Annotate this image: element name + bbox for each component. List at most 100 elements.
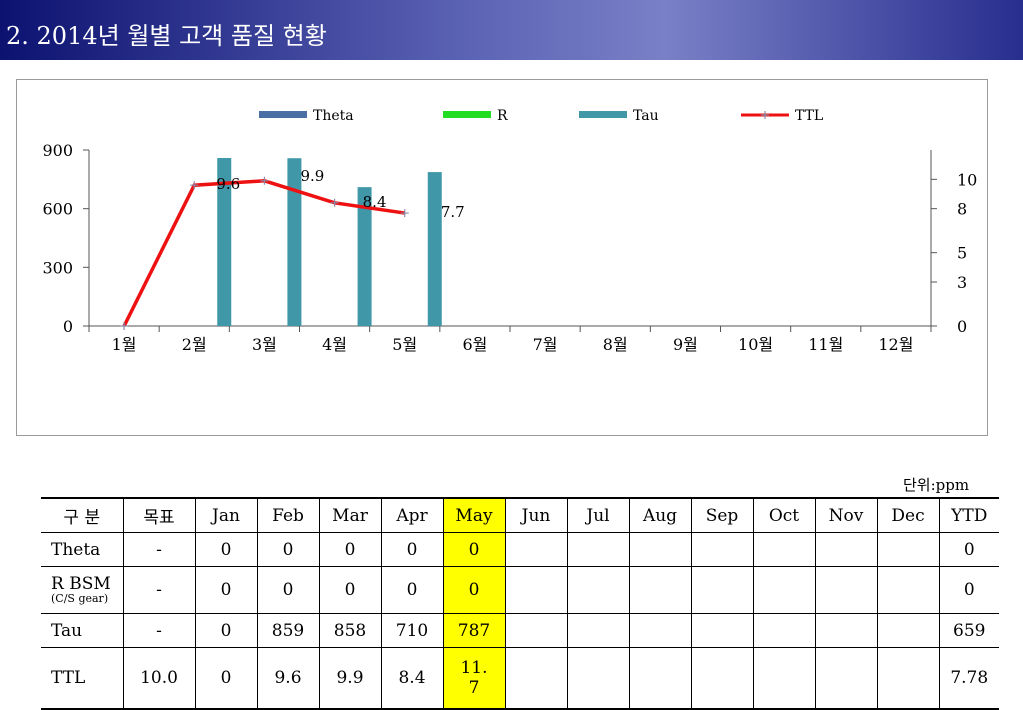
table-cell <box>752 647 816 710</box>
table-header-cell: Feb <box>256 497 320 533</box>
row-label-cell: R BSM (C/S gear) <box>41 566 124 614</box>
unit-label: 단위:ppm <box>903 476 970 494</box>
table-cell: 859 <box>256 613 320 648</box>
table-header-cell: Oct <box>752 497 816 533</box>
table-cell: 787 <box>442 613 506 648</box>
x-tick-label: 11월 <box>808 335 843 354</box>
bar-tau <box>427 172 442 326</box>
table-header-row: 구 분 목표 Jan Feb Mar Apr May Jun Jul Aug Sep Oct Nov De… <box>41 497 999 533</box>
ytd-cell: 0 <box>938 532 999 567</box>
x-tick-label: 2월 <box>182 335 207 354</box>
ytd-cell: 659 <box>938 613 999 648</box>
row-label-cell: Theta <box>41 532 124 567</box>
slide-title: 2. 2014년 월별 고객 품질 현황 <box>6 22 327 50</box>
row-label-cell: TTL <box>41 647 124 710</box>
table-header-cell: Nov <box>814 497 878 533</box>
line-point <box>330 198 339 207</box>
table-header-cell: Sep <box>690 497 754 533</box>
line-point <box>400 209 409 218</box>
table-cell <box>504 647 568 710</box>
table-cell <box>566 613 630 648</box>
table-cell: 0 <box>318 532 382 567</box>
table-header-cell: 구 분 <box>41 497 124 533</box>
table-header-cell: Jul <box>566 497 630 533</box>
table-header-cell: Aug <box>628 497 692 533</box>
data-label: 8.4 <box>363 193 387 211</box>
table-row: TTL 10.0 0 9.6 9.9 8.4 11. 7 7.78 <box>41 647 999 710</box>
y-right-tick-label: 0 <box>957 317 967 336</box>
chart-panel: 0 300 600 900 0 3 5 8 10 1월 2월 3월 4월 5월 6월 7월 8월 9월 10월 11월… <box>16 79 988 436</box>
line-point <box>260 176 269 185</box>
table-cell <box>876 647 940 710</box>
table-header-cell: Jun <box>504 497 568 533</box>
legend-swatch-r <box>443 111 491 118</box>
data-label: 9.6 <box>216 175 240 193</box>
row-sublabel: (C/S gear) <box>51 592 109 605</box>
table-header-cell: Jan <box>194 497 258 533</box>
table-cell: 0 <box>442 532 506 567</box>
legend-swatch-tau <box>579 111 627 118</box>
row-label-cell: Tau <box>41 613 124 648</box>
legend-swatch-theta <box>259 111 307 118</box>
x-tick-label: 6월 <box>462 335 487 354</box>
table-cell: 11. 7 <box>442 647 506 710</box>
line-point <box>120 322 129 330</box>
combo-chart: 0 300 600 900 0 3 5 8 10 1월 2월 3월 4월 5월 6월 7월 8월 9월 10월 11월… <box>42 108 977 354</box>
table-cell <box>876 532 940 567</box>
bar-tau <box>287 158 302 326</box>
row-label: Tau <box>51 620 83 641</box>
y-right-tick-label: 5 <box>957 244 967 263</box>
table-cell: 10.0 <box>122 647 196 710</box>
table-cell <box>504 532 568 567</box>
table-cell <box>504 566 568 614</box>
table-row: Tau -0 859 858 710 787 659 <box>41 613 999 648</box>
table-cell: 0 <box>380 532 444 567</box>
legend-marker <box>761 111 769 119</box>
table-cell <box>504 613 568 648</box>
ytd-cell: 7.78 <box>938 647 999 710</box>
table-cell: 8.4 <box>380 647 444 710</box>
table-cell <box>566 566 630 614</box>
y-left-tick-label: 900 <box>42 141 73 160</box>
table-cell: 9.6 <box>256 647 320 710</box>
table-cell <box>628 647 692 710</box>
table-header-cell: Dec <box>876 497 940 533</box>
table-cell: - <box>122 613 196 648</box>
table-header-cell: 목표 <box>122 497 196 533</box>
table-cell <box>876 566 940 614</box>
x-tick-label: 7월 <box>533 335 558 354</box>
table-cell: 0 <box>380 566 444 614</box>
table-cell <box>752 532 816 567</box>
table-cell: 0 <box>256 532 320 567</box>
y-left-tick-label: 300 <box>42 258 73 277</box>
table-cell <box>628 532 692 567</box>
x-tick-label: 1월 <box>112 335 137 354</box>
table-cell: 0 <box>194 532 258 567</box>
table-cell <box>690 613 754 648</box>
bar-tau <box>357 187 372 326</box>
row-label: TTL <box>51 668 86 688</box>
x-tick-label: 10월 <box>738 335 773 354</box>
table-cell: 0 <box>194 647 258 710</box>
y-right-tick-label: 8 <box>957 200 967 219</box>
data-label: 7.7 <box>441 203 465 221</box>
y-right-tick-label: 3 <box>957 273 967 292</box>
y-right-tick-label: 10 <box>957 170 977 189</box>
y-left-tick-label: 0 <box>63 317 73 336</box>
table-header-cell: May <box>442 497 506 533</box>
table-cell <box>566 647 630 710</box>
ytd-cell: 0 <box>938 566 999 614</box>
table-cell: 858 <box>318 613 382 648</box>
data-label: 9.9 <box>300 167 324 185</box>
x-tick-label: 9월 <box>673 335 698 354</box>
table-cell <box>814 566 878 614</box>
row-label: Theta <box>51 539 101 560</box>
slide-header: 2. 2014년 월별 고객 품질 현황 <box>0 0 1023 60</box>
table-cell <box>690 532 754 567</box>
bar-tau <box>217 158 232 326</box>
table-cell <box>814 647 878 710</box>
table-cell <box>628 613 692 648</box>
x-tick-label: 4월 <box>322 335 347 354</box>
table-cell <box>566 532 630 567</box>
x-tick-label: 3월 <box>252 335 277 354</box>
